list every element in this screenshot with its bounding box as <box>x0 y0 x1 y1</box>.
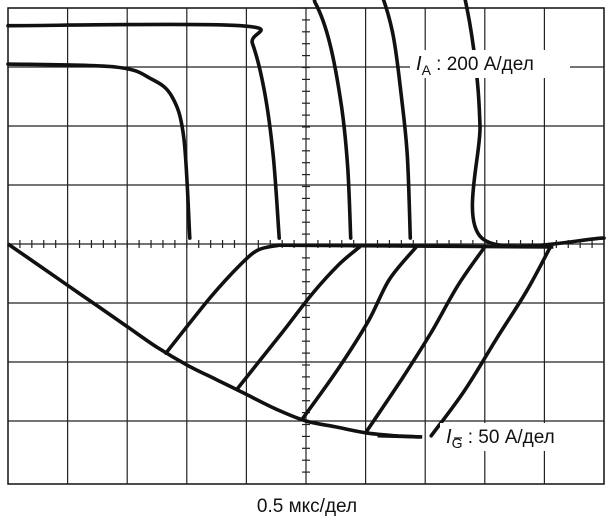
gate-current-envelope <box>6 242 420 439</box>
gate-current-trace-4 <box>363 245 487 435</box>
anode-current-trace-2 <box>381 0 413 240</box>
grid <box>7 7 605 485</box>
anode-current-trace-4 <box>6 22 281 240</box>
gate-current-trace-1 <box>164 243 281 355</box>
anode-current-trace-5 <box>6 62 192 240</box>
x-axis-scale-label: 0.5 мкс/дел <box>256 496 358 517</box>
annotation-anode-current-scale: IA : 200 А/дел <box>416 53 534 78</box>
annotations: IA : 200 А/дел IG : 50 А/дел <box>410 50 590 451</box>
anode-current-trace-1 <box>463 0 606 249</box>
annotation-gate-current-scale: IG : 50 А/дел <box>446 426 555 451</box>
anode-current-trace-3 <box>312 0 353 240</box>
gate-current-trace-2 <box>235 245 362 391</box>
gate-current-trace-3 <box>301 245 419 420</box>
gate-current-trace-5 <box>429 245 553 438</box>
annotation-anode-current-scale-background <box>410 50 570 78</box>
gate-current-floor <box>377 433 423 439</box>
traces <box>6 0 606 439</box>
annotation-gate-current-scale-background <box>440 423 590 451</box>
